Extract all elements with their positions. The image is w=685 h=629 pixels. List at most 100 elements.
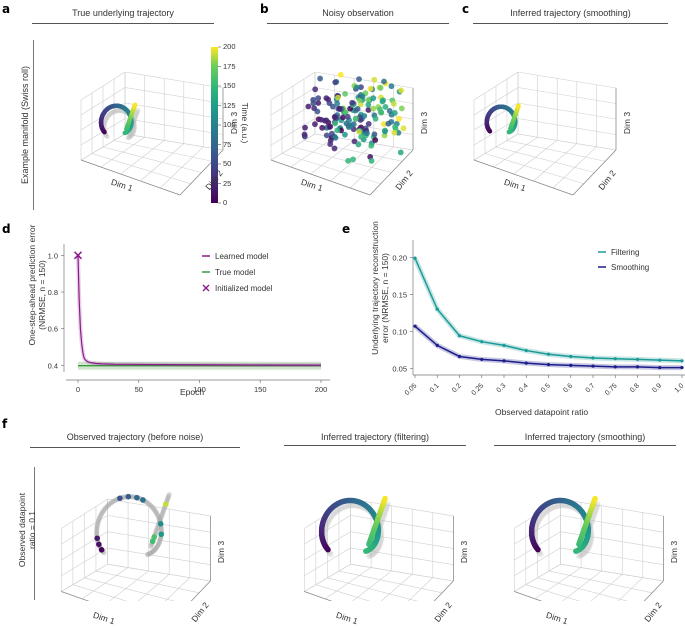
dim3-label: Dim 3 <box>229 111 239 135</box>
noisy-point <box>370 105 377 112</box>
ghost-point <box>153 529 159 536</box>
legend-marker <box>202 284 210 292</box>
noisy-point <box>331 145 338 152</box>
noisy-point <box>396 115 402 122</box>
row-label-f-2: ratio = 0.1 <box>27 510 37 550</box>
ghost-point <box>329 512 336 519</box>
trajectory-point <box>592 495 598 502</box>
e-x-tick-label: 0.8 <box>629 382 641 394</box>
ghost-point <box>130 494 136 500</box>
grid-line <box>562 570 602 601</box>
ghost-point <box>146 551 152 557</box>
ghost-point <box>144 552 150 558</box>
e-point <box>591 364 595 368</box>
ghost-point <box>153 509 159 515</box>
ghost-point <box>351 502 358 509</box>
ghost-point <box>148 544 154 550</box>
noisy-point <box>358 84 364 91</box>
e-y-tick-label: 0.20 <box>392 253 407 262</box>
axis-dim2 <box>643 580 664 601</box>
ghost-point <box>582 548 590 555</box>
ghost-point <box>112 497 118 504</box>
noisy-point <box>356 76 362 82</box>
ghost-point <box>558 502 565 509</box>
grid-line <box>548 570 653 594</box>
noisy-point <box>382 104 389 110</box>
e-line-filtering <box>414 257 683 362</box>
ghost-point <box>131 127 137 133</box>
ghost-point <box>541 510 548 517</box>
grid-line <box>327 577 419 601</box>
ghost-point <box>103 116 109 122</box>
noisy-point <box>345 157 352 164</box>
ghost-point <box>131 125 137 131</box>
grid-line <box>107 547 211 566</box>
panel-f1-title-rule <box>30 447 240 448</box>
grid-line <box>517 71 617 89</box>
axis-dim1 <box>473 159 574 196</box>
chart-d: 0.4 0.6 0.8 1.0 0 50 100 150 200 Learned model Tru… <box>48 244 330 394</box>
legend-label: Initialized model <box>215 284 273 293</box>
noisy-point <box>354 105 361 112</box>
observed-point <box>117 495 123 502</box>
panel-label-e: e <box>342 222 351 236</box>
panel-f3-title-rule <box>494 445 676 446</box>
ghost-point <box>94 524 100 530</box>
grid-line <box>517 133 617 151</box>
ghost-point <box>581 549 588 556</box>
grid-line <box>338 570 443 594</box>
noisy-point <box>359 93 366 100</box>
ghost-point <box>134 110 140 116</box>
e-point <box>435 343 439 347</box>
ghost-point <box>376 542 383 549</box>
ghost-point <box>154 510 160 517</box>
ghost-point <box>131 129 137 135</box>
noisy-point <box>315 95 322 102</box>
ghost-point <box>112 109 118 114</box>
grid-line <box>107 498 211 517</box>
ghost-point <box>131 125 137 131</box>
panel-b-title: Noisy observation <box>322 8 394 18</box>
noisy-point <box>398 87 405 94</box>
legend-label: True model <box>215 268 255 277</box>
grid-line <box>537 577 629 601</box>
ghost-point <box>586 542 593 549</box>
grid-line <box>270 118 316 146</box>
ghost-point <box>110 109 116 115</box>
noisy-point <box>350 156 356 163</box>
grid-line <box>560 563 664 582</box>
colorbar-tick-label: 75 <box>223 139 232 149</box>
ghost-point <box>159 511 165 517</box>
ghost-point <box>127 134 133 140</box>
observed-point <box>158 531 165 538</box>
ghost-point <box>156 541 162 547</box>
e-point <box>546 352 551 356</box>
grid-line <box>102 146 202 173</box>
ghost-point <box>149 504 155 510</box>
e-point <box>524 348 528 353</box>
e-point <box>680 365 684 370</box>
e-point <box>413 324 417 328</box>
d-y-tick-label: 0.8 <box>48 288 58 297</box>
noisy-point <box>327 141 334 147</box>
ghost-point <box>584 546 591 553</box>
ghost-point <box>113 108 119 114</box>
ghost-point <box>153 545 159 551</box>
ghost-point <box>108 500 114 506</box>
ghost-point <box>132 115 138 121</box>
colorbar-tick-label: 125 <box>223 100 236 110</box>
ghost-point <box>130 129 136 135</box>
ghost-point <box>328 513 335 520</box>
ghost-point <box>156 539 163 545</box>
colorbar-tick-label: 150 <box>223 81 236 90</box>
ghost-point <box>94 531 100 537</box>
ghost-point <box>105 503 111 509</box>
legend-label: Filtering <box>611 248 639 257</box>
e-point <box>413 256 417 260</box>
noisy-point <box>367 85 374 92</box>
noisy-point <box>365 121 372 127</box>
ghost-point <box>325 518 332 525</box>
ghost-point <box>578 552 585 559</box>
ghost-point <box>549 504 556 511</box>
noisy-point <box>372 115 379 122</box>
